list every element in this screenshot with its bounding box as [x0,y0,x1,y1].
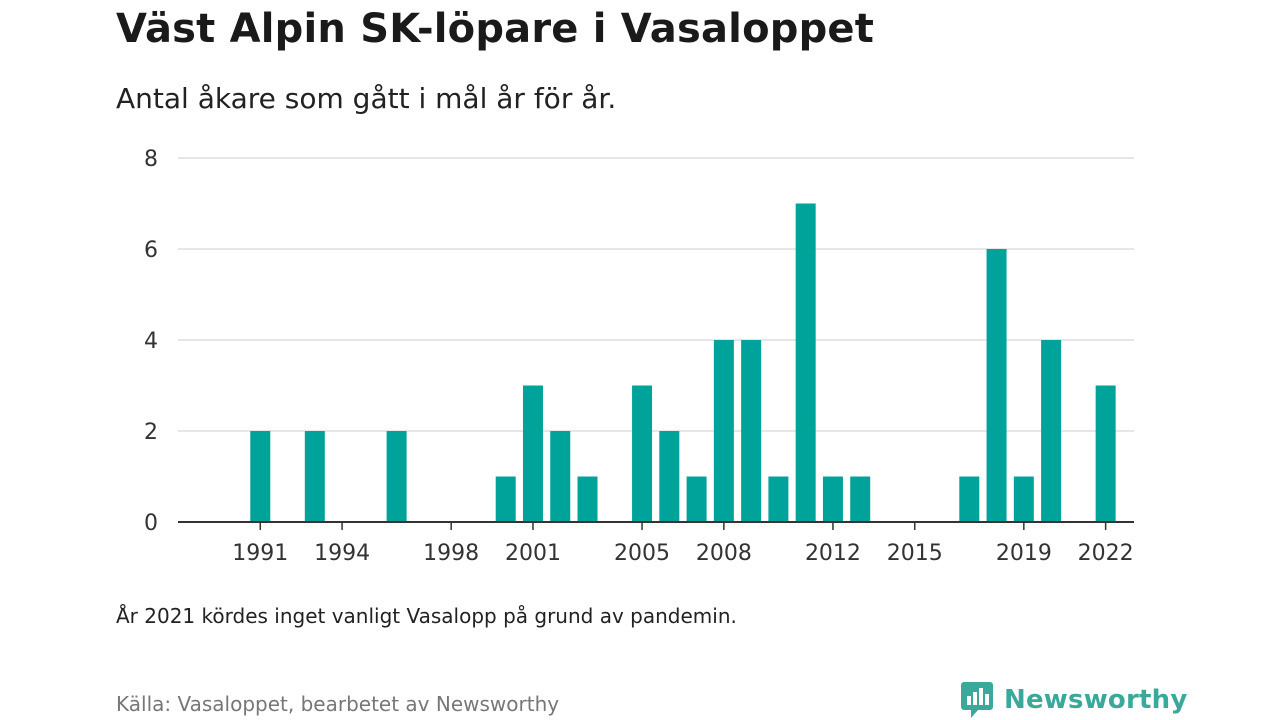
y-tick-label: 2 [144,420,158,445]
bars [250,203,1116,522]
bar-2018 [986,249,1007,522]
y-tick-label: 0 [144,511,158,536]
newsworthy-logo-icon [961,682,993,718]
x-tick-label: 2015 [887,541,943,566]
x-tick-label: 2012 [805,541,861,566]
x-tick-label: 2008 [696,541,752,566]
y-tick-label: 6 [144,238,158,263]
bar-chart: 0 2 4 6 8 1991 1994 1998 2001 2005 2008 2012 2015 201… [144,147,1134,566]
y-tick-label: 8 [144,147,158,172]
bar-2007 [686,476,707,522]
chart-title: Väst Alpin SK-löpare i Vasaloppet [116,6,875,52]
newsworthy-logo[interactable]: Newsworthy [960,680,1187,720]
bar-2002 [550,431,571,522]
chart-subtitle: Antal åkare som gått i mål år för år. [116,82,617,115]
x-tick-label: 2019 [996,541,1052,566]
source-text: Källa: Vasaloppet, bearbetet av Newswort… [116,692,560,716]
axes: 0 2 4 6 8 1991 1994 1998 2001 2005 2008 2012 2015 201… [144,147,1134,566]
brand-name: Newsworthy [1004,685,1188,715]
x-tick-label: 1998 [423,541,479,566]
bar-2003 [577,476,598,522]
bar-2012 [822,476,843,522]
bar-2009 [741,340,762,522]
bar-2017 [959,476,980,522]
bar-1991 [250,431,271,522]
y-tick-label: 4 [144,329,158,354]
bar-1996 [386,431,407,522]
chart-note: År 2021 kördes inget vanligt Vasalopp på… [116,604,737,628]
bar-2010 [768,476,789,522]
bar-2020 [1041,340,1062,522]
gridlines [178,157,1134,432]
x-tick-label: 1991 [232,541,288,566]
x-tick-label: 2022 [1078,541,1134,566]
bar-2008 [713,340,734,522]
x-tick-label: 2001 [505,541,561,566]
bar-2011 [795,203,816,522]
bar-2005 [632,385,653,522]
bar-1993 [304,431,325,522]
x-tick-label: 2005 [614,541,670,566]
bar-2013 [850,476,871,522]
bar-2022 [1095,385,1116,522]
bar-2000 [495,476,516,522]
bar-2001 [522,385,543,522]
bar-2006 [659,431,680,522]
bar-2019 [1013,476,1034,522]
x-tick-label: 1994 [314,541,370,566]
